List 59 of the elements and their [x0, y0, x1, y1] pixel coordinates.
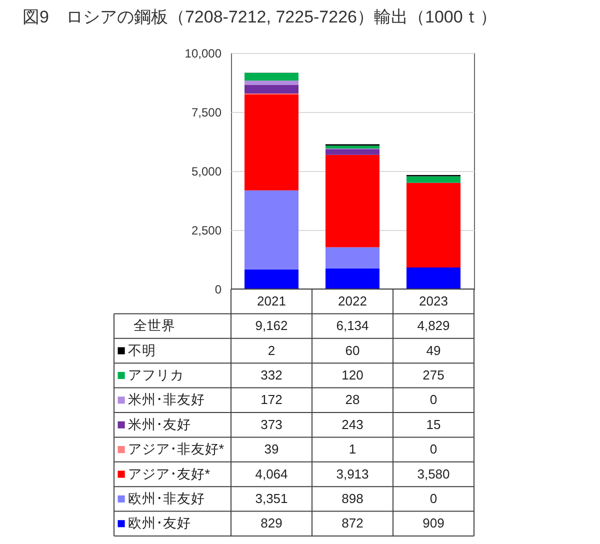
data-label: 172: [260, 392, 282, 408]
y-tick-label: 5,000: [191, 164, 222, 178]
data-label: 3,580: [417, 466, 450, 482]
legend-label: 欧州･非友好: [128, 490, 205, 506]
data-label: 2: [268, 342, 276, 358]
data-label: 15: [426, 416, 441, 432]
legend-label: 米州･非友好: [128, 392, 205, 408]
bar: [244, 84, 298, 94]
total-label: 6,134: [336, 318, 369, 334]
data-label: 60: [345, 342, 360, 358]
bar: [326, 247, 380, 268]
data-label: 0: [430, 442, 438, 457]
data-label: 3,351: [255, 490, 288, 506]
data-label: 4,064: [255, 466, 288, 482]
data-label: 28: [345, 392, 360, 408]
bar: [326, 268, 380, 289]
chart-title: 図9 ロシアの鋼板（7208-7212, 7225-7226）輸出（1000ｔ）: [22, 8, 497, 26]
bar: [244, 72, 298, 81]
data-label: 120: [342, 367, 364, 382]
data-label: 49: [426, 342, 441, 358]
data-label: 3,913: [336, 466, 369, 482]
x-tick-label: 2023: [419, 293, 448, 308]
data-label: 909: [422, 516, 444, 531]
bar: [406, 176, 460, 183]
data-label: 243: [342, 416, 364, 432]
text: 全世界: [133, 318, 176, 334]
legend-label: 米州･友好: [128, 416, 191, 432]
total-label: 9,162: [255, 318, 288, 334]
data-label: 332: [260, 367, 282, 382]
legend-label: アジア･非友好*: [128, 442, 225, 457]
bar: [244, 80, 298, 85]
legend-label: アジア･友好*: [128, 466, 211, 482]
bar: [326, 146, 380, 148]
legend-label: 欧州･友好: [128, 516, 191, 531]
data-label: 0: [430, 392, 438, 408]
legend-label: アフリカ: [128, 367, 184, 382]
bar: [406, 183, 460, 268]
x-tick-label: 2022: [338, 293, 367, 308]
bar: [406, 268, 460, 289]
y-tick-label: 2,500: [191, 224, 222, 238]
y-tick-label: 7,500: [191, 106, 222, 120]
data-label: 829: [260, 516, 282, 531]
y-tick-label: 10,000: [184, 46, 222, 60]
data-label: 872: [342, 516, 364, 531]
bar: [244, 94, 298, 190]
y-tick-label: 0: [214, 282, 222, 296]
total-label: 4,829: [417, 318, 450, 334]
bar: [326, 149, 380, 155]
data-label: 898: [342, 490, 364, 506]
data-label: 275: [422, 367, 444, 382]
data-label: 1: [348, 442, 356, 457]
data-label: 39: [264, 442, 279, 457]
bar: [244, 190, 298, 270]
data-label: 373: [260, 416, 282, 432]
bar: [244, 269, 298, 289]
x-tick-label: 2021: [257, 293, 286, 308]
bar: [326, 154, 380, 248]
legend-label: 不明: [128, 342, 156, 358]
data-label: 0: [430, 490, 438, 506]
